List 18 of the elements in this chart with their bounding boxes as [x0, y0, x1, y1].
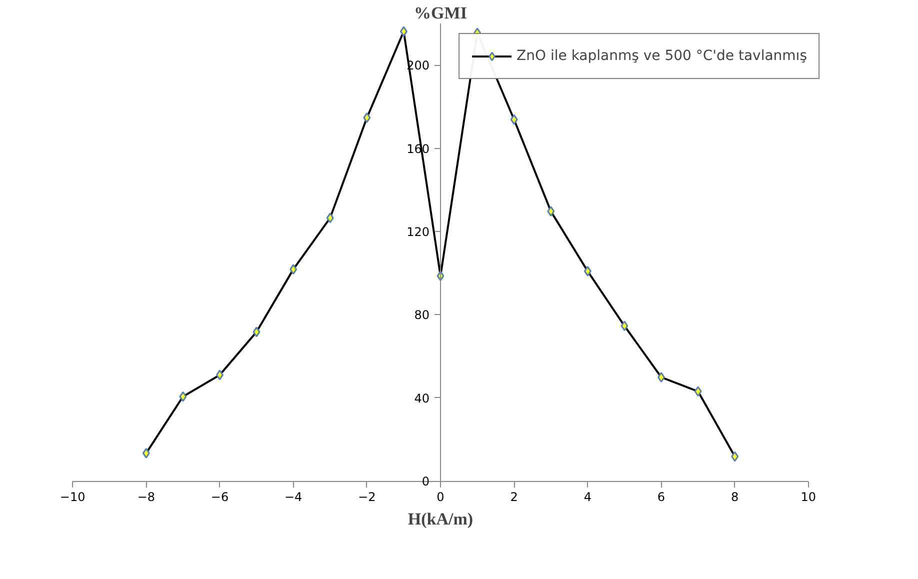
y-tick-label: 120 [406, 224, 430, 239]
y-axis-title: %GMI [414, 4, 468, 22]
y-tick-label: 80 [414, 308, 430, 322]
y-tick-label: 40 [414, 391, 430, 406]
x-axis-title: H(kA/m) [408, 510, 474, 528]
x-tick-label: −6 [210, 490, 229, 504]
y-tick-label: 0 [422, 474, 430, 489]
x-tick-label: 2 [510, 490, 518, 504]
legend-label: ZnO ile kaplanmş ve 500 °C'de tavlanmış [516, 48, 807, 64]
x-tick-label: 6 [657, 490, 666, 504]
x-tick-label: −4 [284, 490, 302, 504]
x-tick-label: −2 [358, 490, 376, 504]
x-tick-label: 10 [800, 490, 816, 504]
x-tick-label: 4 [584, 490, 592, 504]
x-tick-label: 8 [731, 490, 739, 504]
x-tick-label: 0 [436, 490, 444, 504]
x-tick-label: −10 [60, 490, 86, 504]
x-tick-label: −8 [137, 490, 156, 504]
